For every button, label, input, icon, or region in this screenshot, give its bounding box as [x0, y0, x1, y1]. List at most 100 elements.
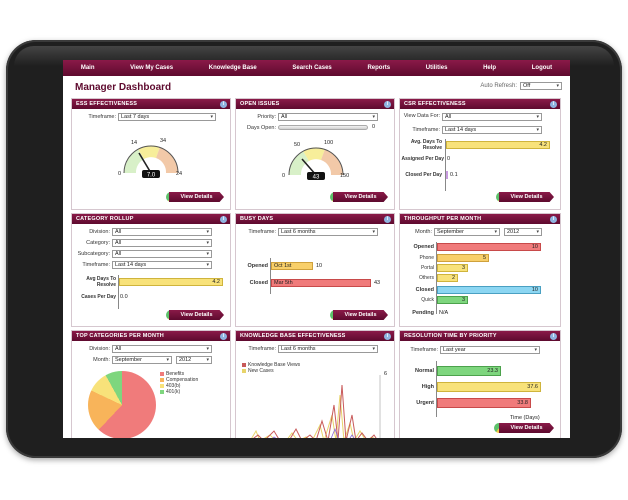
top-cat-legend: Benefits Compensation 403(b) 401(k)	[160, 371, 198, 395]
top-cat-year-select[interactable]: 2012	[176, 356, 212, 364]
throughput-quick-bar: 3	[437, 296, 468, 304]
busy-timeframe-select[interactable]: Last 6 months	[278, 228, 378, 236]
nav-utilities[interactable]: Utilities	[425, 65, 448, 71]
throughput-portal-bar: 3	[437, 264, 468, 272]
info-icon[interactable]: i	[384, 215, 391, 223]
resolution-title: RESOLUTION TIME BY PRIORITY	[404, 333, 497, 339]
resolution-panel: RESOLUTION TIME BY PRIORITY i Timeframe: …	[399, 330, 561, 438]
ess-title: ESS EFFECTIVENESS	[76, 101, 138, 107]
throughput-quick-label: Quick	[421, 297, 434, 303]
csr-assigned-label: Assigned Per Day	[401, 156, 444, 162]
view-data-select[interactable]: All	[442, 113, 542, 121]
top-cat-division-label: Division:	[89, 346, 110, 352]
resolution-view-details-button[interactable]: View Details	[499, 423, 554, 433]
info-icon[interactable]: i	[220, 100, 227, 108]
info-icon[interactable]: i	[550, 332, 557, 340]
rollup-cases-label: Cases Per Day	[81, 294, 116, 300]
top-cat-division-select[interactable]: All	[112, 345, 212, 353]
busy-timeframe-label: Timeframe:	[248, 229, 276, 235]
ess-timeframe-select[interactable]: Last 7 days	[118, 113, 216, 121]
nav-logout[interactable]: Logout	[531, 65, 553, 71]
auto-refresh-select[interactable]: Off	[520, 82, 562, 90]
resolution-high-bar: 37.6	[437, 382, 541, 392]
open-issues-view-details-button[interactable]: View Details	[333, 192, 388, 202]
kb-chart	[251, 375, 381, 438]
throughput-month-select[interactable]: September	[434, 228, 500, 236]
throughput-others-bar: 2	[437, 274, 458, 282]
nav-search-cases[interactable]: Search Cases	[292, 65, 332, 71]
info-icon[interactable]: i	[220, 332, 227, 340]
division-select[interactable]: All	[112, 228, 212, 236]
category-rollup-panel: CATEGORY ROLLUP i Division: All Category:…	[71, 213, 231, 327]
legend-new-cases: New Cases	[248, 368, 274, 374]
info-icon[interactable]: i	[384, 332, 391, 340]
legend-403b: 403(b)	[166, 383, 181, 389]
auto-refresh-value: Off	[523, 83, 531, 89]
ess-header: ESS EFFECTIVENESS i	[72, 99, 230, 109]
category-select[interactable]: All	[112, 239, 212, 247]
subcategory-label: Subcategory:	[77, 251, 110, 257]
throughput-closed-bar: 10	[437, 286, 541, 294]
nav-knowledge-base[interactable]: Knowledge Base	[208, 65, 257, 71]
kb-header: KNOWLEDGE BASE EFFECTIVENESS i	[236, 331, 394, 341]
priority-select[interactable]: All	[278, 113, 378, 121]
csr-title: CSR EFFECTIVENESS	[404, 101, 466, 107]
nav-reports[interactable]: Reports	[367, 65, 391, 71]
priority-value: All	[281, 114, 288, 120]
throughput-opened-value: 10	[531, 244, 538, 250]
resolution-urgent-value: 33.8	[517, 400, 528, 406]
info-icon[interactable]: i	[550, 215, 557, 223]
csr-avg-bar: 4.2	[446, 141, 550, 149]
rollup-timeframe-select[interactable]: Last 14 days	[112, 261, 212, 269]
csr-axis	[445, 139, 446, 191]
busy-title: BUSY DAYS	[240, 216, 274, 222]
open-issues-title: OPEN ISSUES	[240, 101, 280, 107]
csr-avg-value: 4.2	[539, 142, 547, 148]
ess-gauge-value: 7.0	[147, 173, 156, 179]
throughput-others-value: 2	[451, 275, 455, 281]
nav-main[interactable]: Main	[80, 65, 95, 71]
ess-gauge-max: 24	[176, 171, 182, 177]
legend-benefits: Benefits	[166, 371, 185, 377]
category-label: Category:	[86, 240, 110, 246]
legend-item: 403(b)	[160, 383, 198, 389]
kb-ymax: 6	[384, 371, 388, 377]
rollup-view-details-button[interactable]: View Details	[169, 310, 224, 320]
open-issues-gauge-t2: 100	[324, 140, 333, 146]
ess-gauge-min: 0	[118, 171, 121, 177]
csr-view-details-button[interactable]: View Details	[499, 192, 554, 202]
division-value: All	[115, 229, 122, 235]
throughput-portal-label: Portal	[420, 265, 434, 271]
throughput-month-label: Month:	[415, 229, 432, 235]
busy-closed-value: 43	[374, 280, 381, 286]
resolution-timeframe-value: Last year	[443, 347, 466, 353]
ess-view-details-button[interactable]: View Details	[169, 192, 224, 202]
auto-refresh-label: Auto Refresh:	[480, 83, 517, 89]
subcategory-select[interactable]: All	[112, 250, 212, 258]
resolution-timeframe-select[interactable]: Last year	[440, 346, 540, 354]
days-open-slider[interactable]	[278, 125, 368, 130]
subcategory-value: All	[115, 251, 122, 257]
nav-help[interactable]: Help	[483, 65, 497, 71]
ess-gauge-t2: 34	[160, 138, 166, 144]
legend-401k: 401(k)	[166, 389, 181, 395]
rollup-timeframe-value: Last 14 days	[115, 262, 147, 268]
rollup-avg-value: 4.2	[212, 279, 220, 285]
nav-view-my-cases[interactable]: View My Cases	[130, 65, 174, 71]
info-icon[interactable]: i	[384, 100, 391, 108]
top-cat-month-select[interactable]: September	[112, 356, 172, 364]
ess-gauge: 7.0 0 14 34 24	[118, 138, 182, 179]
kb-timeframe-select[interactable]: Last 6 months	[278, 345, 378, 353]
resolution-urgent-bar: 33.8	[437, 398, 531, 408]
throughput-year-select[interactable]: 2012	[504, 228, 542, 236]
busy-view-details-button[interactable]: View Details	[333, 310, 388, 320]
kb-timeframe-label: Timeframe:	[248, 346, 276, 352]
csr-timeframe-select[interactable]: Last 14 days	[442, 126, 542, 134]
rollup-timeframe-label: Timeframe:	[82, 262, 110, 268]
throughput-year-value: 2012	[507, 229, 520, 235]
info-icon[interactable]: i	[550, 100, 557, 108]
info-icon[interactable]: i	[220, 215, 227, 223]
busy-axis	[270, 258, 271, 294]
open-issues-gauge-max: 150	[340, 173, 349, 179]
view-data-label: View Data For:	[403, 113, 440, 119]
